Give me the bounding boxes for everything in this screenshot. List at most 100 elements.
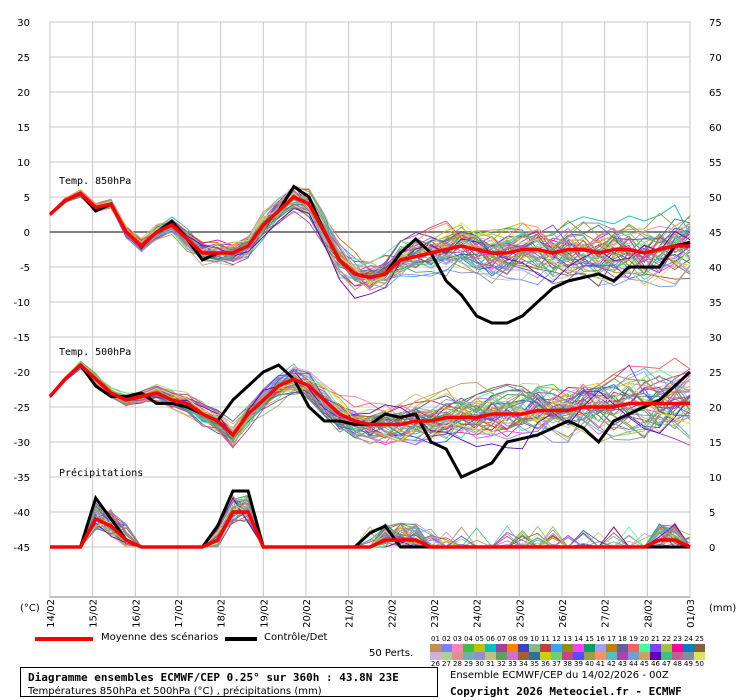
left-tick-label: 0 bbox=[24, 228, 30, 239]
pert-number: 50 bbox=[695, 660, 704, 668]
pert-swatch bbox=[430, 644, 441, 652]
left-tick-label: 20 bbox=[17, 88, 30, 99]
pert-number: 09 bbox=[519, 635, 528, 643]
x-tick-label: 21/02 bbox=[345, 599, 356, 628]
pert-number: 44 bbox=[629, 660, 638, 668]
pert-number: 40 bbox=[585, 660, 594, 668]
pert-swatch bbox=[562, 652, 573, 660]
legend-mean-label: Moyenne des scénarios bbox=[101, 632, 219, 643]
left-tick-label: 10 bbox=[17, 158, 30, 169]
pert-number: 07 bbox=[497, 635, 506, 643]
pert-number: 12 bbox=[552, 635, 561, 643]
pert-swatch bbox=[507, 652, 518, 660]
pert-number: 03 bbox=[453, 635, 462, 643]
pert-number: 47 bbox=[662, 660, 671, 668]
left-tick-label: -40 bbox=[14, 508, 30, 519]
left-tick-label: -5 bbox=[20, 263, 30, 274]
right-tick-label: 70 bbox=[709, 53, 722, 64]
pert-swatch bbox=[672, 652, 683, 660]
pert-swatch bbox=[529, 644, 540, 652]
left-tick-label: -25 bbox=[14, 403, 30, 414]
pert-number: 17 bbox=[607, 635, 616, 643]
pert-number: 21 bbox=[651, 635, 660, 643]
pert-swatch bbox=[694, 644, 705, 652]
pert-swatch bbox=[683, 644, 694, 652]
pert-swatch bbox=[573, 644, 584, 652]
pert-swatch bbox=[485, 644, 496, 652]
pert-swatch bbox=[573, 652, 584, 660]
footer-title: Diagramme ensembles ECMWF/CEP 0.25° sur … bbox=[28, 671, 399, 684]
left-tick-label: 30 bbox=[17, 18, 30, 29]
member-line-t500 bbox=[49, 363, 691, 427]
right-tick-label: 55 bbox=[709, 158, 722, 169]
pert-number: 10 bbox=[530, 635, 539, 643]
pert-swatch bbox=[452, 652, 463, 660]
x-tick-label: 20/02 bbox=[302, 599, 313, 628]
left-tick-label: 5 bbox=[24, 193, 30, 204]
right-tick-label: 5 bbox=[709, 508, 715, 519]
x-tick-label: 15/02 bbox=[89, 599, 100, 628]
pert-swatch bbox=[452, 644, 463, 652]
pert-number: 16 bbox=[596, 635, 605, 643]
pert-number: 34 bbox=[519, 660, 528, 668]
x-tick-label: 25/02 bbox=[515, 599, 526, 628]
legend-mean-swatch bbox=[35, 637, 93, 641]
member-line-t500 bbox=[49, 366, 691, 439]
right-tick-label: 10 bbox=[709, 473, 722, 484]
member-line-t850 bbox=[49, 193, 691, 267]
member-line-t500 bbox=[49, 365, 691, 447]
x-tick-label: 27/02 bbox=[601, 599, 612, 628]
pert-swatch bbox=[595, 652, 606, 660]
pert-swatch bbox=[628, 652, 639, 660]
pert-swatch bbox=[628, 644, 639, 652]
pert-number: 35 bbox=[530, 660, 539, 668]
member-line-t500 bbox=[49, 364, 691, 437]
pert-number: 28 bbox=[453, 660, 462, 668]
mean-line-precip bbox=[50, 510, 691, 549]
left-tick-label: -15 bbox=[14, 333, 30, 344]
x-tick-label: 01/03 bbox=[686, 599, 697, 628]
member-line-t850 bbox=[49, 187, 691, 286]
x-tick-label: 23/02 bbox=[430, 599, 441, 628]
right-tick-label: 75 bbox=[709, 18, 722, 29]
right-tick-label: 60 bbox=[709, 123, 722, 134]
panel-label-t850: Temp. 850hPa bbox=[59, 176, 131, 187]
x-tick-label: 24/02 bbox=[473, 599, 484, 628]
pert-swatch bbox=[650, 652, 661, 660]
pert-swatch bbox=[474, 652, 485, 660]
pert-swatch bbox=[606, 652, 617, 660]
pert-swatch bbox=[441, 644, 452, 652]
chart-grid bbox=[49, 21, 691, 598]
pert-number: 02 bbox=[442, 635, 451, 643]
pert-swatch bbox=[606, 644, 617, 652]
pert-swatch bbox=[639, 652, 650, 660]
right-tick-label: 0 bbox=[709, 543, 715, 554]
right-tick-label: 35 bbox=[709, 298, 722, 309]
pert-number: 26 bbox=[431, 660, 440, 668]
pert-swatch bbox=[496, 652, 507, 660]
footer-run-info: Ensemble ECMWF/CEP du 14/02/2026 - 00Z bbox=[450, 670, 669, 681]
pert-number: 33 bbox=[508, 660, 517, 668]
x-tick-label: 22/02 bbox=[387, 599, 398, 628]
legend-control-swatch bbox=[225, 637, 257, 641]
pert-swatch bbox=[650, 644, 661, 652]
right-tick-label: 50 bbox=[709, 193, 722, 204]
pert-number: 05 bbox=[475, 635, 484, 643]
left-tick-label: -20 bbox=[14, 368, 30, 379]
right-tick-label: 45 bbox=[709, 228, 722, 239]
member-line-t500 bbox=[49, 363, 691, 442]
left-tick-label: -10 bbox=[14, 298, 30, 309]
x-tick-label: 19/02 bbox=[259, 599, 270, 628]
x-tick-label: 14/02 bbox=[46, 599, 57, 628]
left-tick-label: -45 bbox=[14, 543, 30, 554]
chart-axes: 302520151050-5-10-15-20-25-30-35-40-4575… bbox=[14, 18, 722, 628]
right-tick-label: 25 bbox=[709, 368, 722, 379]
left-unit: (°C) bbox=[20, 603, 40, 614]
ensemble-chart: 302520151050-5-10-15-20-25-30-35-40-4575… bbox=[14, 18, 737, 628]
pert-swatch bbox=[518, 652, 529, 660]
pert-number: 24 bbox=[684, 635, 693, 643]
pert-swatch bbox=[661, 652, 672, 660]
pert-number: 32 bbox=[497, 660, 506, 668]
pert-swatch bbox=[595, 644, 606, 652]
pert-swatch bbox=[584, 644, 595, 652]
